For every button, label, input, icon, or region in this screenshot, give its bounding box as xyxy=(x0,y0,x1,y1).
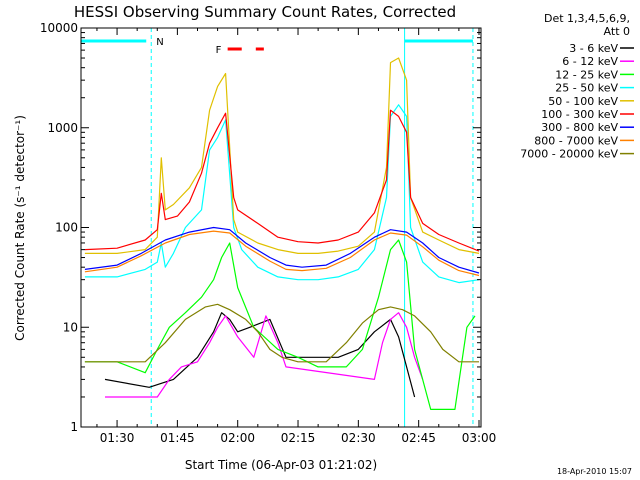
legend-label: 800 - 7000 keV xyxy=(534,134,618,147)
generation-timestamp: 18-Apr-2010 15:07 xyxy=(557,467,632,476)
x-axis-label: Start Time (06-Apr-03 01:21:02) xyxy=(185,458,377,472)
legend-label: 7000 - 20000 keV xyxy=(520,148,618,161)
legend-label: 100 - 300 keV xyxy=(541,108,618,121)
chart-title: HESSI Observing Summary Count Rates, Cor… xyxy=(74,3,456,21)
annotation-layer: NF xyxy=(80,28,474,427)
series-line-7 xyxy=(84,230,480,277)
series-line-5 xyxy=(84,109,480,252)
series-line-0 xyxy=(104,312,416,398)
x-tick-label: 02:45 xyxy=(401,431,436,445)
tick-layer: 01:30 01:45 02:00 02:15 02:30 02:45 03:00 1 10 10… xyxy=(40,21,496,445)
legend-header-detectors: Det 1,3,4,5,6,9, xyxy=(544,12,630,25)
legend-label: 12 - 25 keV xyxy=(555,68,618,81)
x-tick-label: 01:45 xyxy=(160,431,195,445)
series-line-3 xyxy=(84,104,480,284)
x-tick-label: 02:00 xyxy=(220,431,255,445)
x-tick-label: 03:00 xyxy=(462,431,497,445)
series-line-8 xyxy=(84,303,479,363)
plot-area: NF 01:30 01:45 02:00 02:15 02:30 02:45 03:0011… xyxy=(40,21,496,445)
legend-label: 300 - 800 keV xyxy=(541,121,618,134)
y-tick-label: 1000 xyxy=(47,121,78,135)
series-line-2 xyxy=(84,239,476,410)
y-tick-label: 100 xyxy=(55,221,78,235)
x-tick-label: 01:30 xyxy=(100,431,135,445)
legend-label: 3 - 6 keV xyxy=(569,42,618,55)
x-tick-label: 02:30 xyxy=(341,431,376,445)
y-tick-label: 10000 xyxy=(40,21,78,35)
series-line-4 xyxy=(84,57,480,254)
legend-label: 25 - 50 keV xyxy=(555,82,618,95)
x-tick-label: 02:15 xyxy=(281,431,316,445)
series-line-6 xyxy=(84,226,480,274)
y-tick-label: 1 xyxy=(70,420,78,434)
legend-label: 50 - 100 keV xyxy=(548,95,618,108)
y-tick-label: 10 xyxy=(63,320,78,334)
flare-marker-label: F xyxy=(216,45,222,56)
legend-header-attenuator: Att 0 xyxy=(604,25,630,38)
y-axis-label: Corrected Count Rate (s⁻¹ detector⁻¹) xyxy=(13,115,27,341)
series-layer xyxy=(84,57,480,410)
legend-label: 6 - 12 keV xyxy=(562,55,618,68)
night-marker-label: N xyxy=(156,37,163,48)
series-line-1 xyxy=(105,312,424,398)
